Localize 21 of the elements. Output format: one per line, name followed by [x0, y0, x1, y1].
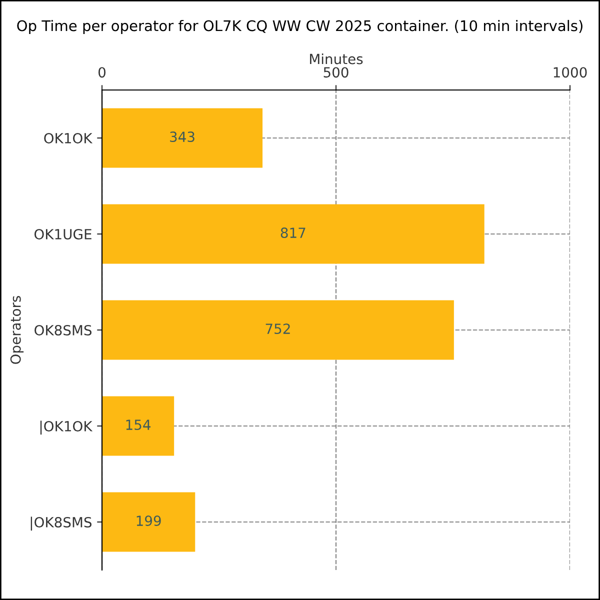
data-label: 343: [170, 132, 194, 142]
bar: [102, 300, 454, 360]
data-label: 199: [136, 516, 161, 526]
y-tick-label: OK8SMS: [34, 324, 92, 336]
y-tick-label: |OK1OK: [40, 420, 93, 435]
bar: [102, 108, 263, 168]
y-axis-title: Operators: [10, 296, 24, 364]
y-tick-label: |OK8SMS: [30, 516, 92, 531]
x-tick-label: 0: [98, 67, 106, 78]
bar: [102, 204, 484, 264]
data-label: 817: [280, 228, 306, 238]
x-tick-label: 500: [324, 67, 348, 78]
x-tick-label: 1000: [554, 67, 587, 78]
y-tick-label: OK1UGE: [34, 228, 92, 240]
x-axis-title: Minutes: [310, 54, 363, 64]
data-label: 752: [266, 324, 290, 334]
y-tick-label: OK1OK: [44, 132, 93, 144]
chart-title: Op Time per operator for OL7K CQ WW CW 2025 container. (10 min intervals): [17, 20, 582, 34]
data-label: 154: [126, 420, 151, 430]
bar: [102, 492, 196, 552]
bar: [102, 396, 174, 456]
